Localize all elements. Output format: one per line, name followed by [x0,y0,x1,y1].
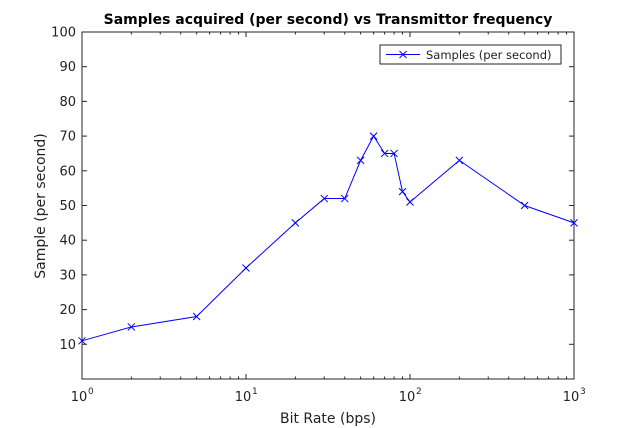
y-tick-label: 30 [59,268,76,283]
x-tick-label: 10 [563,390,580,405]
x-axis: 10 0 10 1 10 2 10 3 [71,32,586,405]
y-axis-label: Sample (per second) [33,133,49,279]
y-tick-label: 50 [59,199,76,214]
data-point [390,149,398,158]
data-point [369,132,378,140]
data-point [127,323,136,331]
y-tick-label: 90 [59,60,76,75]
data-point [78,336,86,345]
series-line [81,135,575,342]
data-point [320,194,329,203]
x-tick-label: 10 [399,390,416,405]
data-point [340,194,349,203]
data-point [570,218,578,227]
x-tick-exponent: 2 [416,387,422,397]
y-tick-label: 80 [59,95,76,110]
x-tick-exponent: 0 [88,387,94,397]
x-tick-label: 10 [235,390,252,405]
data-point [455,156,464,165]
plot-area [81,31,575,380]
y-axis: 10 20 30 40 50 60 70 80 90 100 [51,26,574,353]
data-point [192,312,201,321]
data-point [356,156,365,165]
data-point [242,264,250,272]
y-tick-label: 60 [59,164,76,179]
data-point [380,149,389,158]
y-tick-label: 20 [59,303,76,318]
legend-label: Samples (per second) [426,48,552,62]
y-tick-label: 10 [59,338,76,353]
x-tick-label: 10 [71,390,88,405]
data-point [520,201,529,210]
x-tick-exponent: 1 [252,387,258,397]
data-point [398,187,407,196]
chart-title: Samples acquired (per second) vs Transmi… [104,12,553,28]
series-group [78,132,578,345]
legend-marker [399,50,407,59]
plot-frame [81,31,575,380]
x-tick-exponent: 3 [580,387,586,397]
y-tick-label: 100 [51,26,76,41]
legend: Samples (per second) [379,44,562,65]
y-tick-label: 70 [59,130,76,145]
data-point [291,218,300,227]
x-axis-label: Bit Rate (bps) [280,411,376,427]
y-tick-label: 40 [59,234,76,249]
data-point [406,198,414,206]
legend-box [379,44,562,65]
